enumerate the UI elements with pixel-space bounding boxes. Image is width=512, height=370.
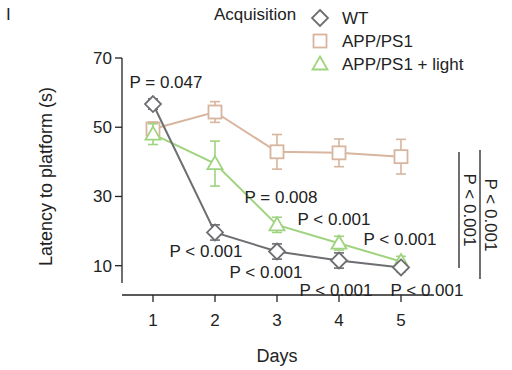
error-cap [272,232,282,234]
title: Acquisition [214,5,296,24]
error-cap [210,101,220,103]
data-point [145,96,161,112]
chart: 10 30 50 70 1 2 3 4 5 Days Latency to platform (s)… [0,0,512,370]
data-point [209,106,222,119]
annotation: P < 0.001 [391,281,464,300]
data-point [269,244,285,260]
data-point [271,145,284,158]
data-point [395,150,408,163]
y-tick-label: 70 [93,49,112,68]
error-cap [272,134,282,136]
y-tick [115,196,122,197]
error-cap [396,173,406,175]
data-point [207,224,223,240]
error-cap [210,185,220,187]
y-tick-label: 10 [93,257,112,276]
x-axis-label: Days [256,346,297,366]
x-tick-label: 1 [148,311,157,330]
x-tick-label: 3 [272,311,281,330]
annotation: P < 0.001 [170,242,243,261]
panel-label: I [6,5,11,24]
y-axis [121,58,122,283]
legend-label: WT [342,9,368,28]
annotation: P < 0.001 [298,210,371,229]
y-tick [115,127,122,128]
data-point [146,127,161,140]
x-tick-label: 2 [210,311,219,330]
legend-marker [312,10,328,26]
x-tick-label: 5 [396,311,405,330]
data-point [331,253,347,269]
y-tick-label: 30 [93,187,112,206]
y-tick-label: 50 [93,118,112,137]
data-point [333,146,346,159]
error-cap [334,166,344,168]
annotation: P = 0.047 [130,73,203,92]
legend-label: APP/PS1 [342,32,413,51]
bracket [479,150,480,279]
y-tick [115,265,122,266]
error-cap [272,168,282,170]
x-tick [152,295,153,302]
data-point [208,156,223,169]
bracket [458,152,459,268]
data-point [332,236,347,249]
error-cap [210,140,220,142]
error-cap [396,139,406,141]
x-tick [214,295,215,302]
y-axis-label: Latency to platform (s) [36,87,56,266]
error-cap [334,138,344,140]
annotation: P < 0.001 [460,174,479,247]
annotation: P < 0.001 [230,263,303,282]
error-cap [148,123,158,125]
y-tick [115,57,122,58]
data-point [393,259,409,275]
x-tick [276,295,277,302]
error-cap [148,144,158,146]
error-cap [210,122,220,124]
annotation: P = 0.008 [245,188,318,207]
x-tick-label: 4 [334,311,343,330]
annotation: P < 0.001 [481,179,500,252]
legend-marker [313,57,328,70]
annotation: P < 0.001 [364,230,437,249]
legend-marker [314,35,327,48]
annotation: P < 0.001 [300,281,373,300]
data-point [270,217,285,230]
legend-label: APP/PS1 + light [342,55,464,74]
